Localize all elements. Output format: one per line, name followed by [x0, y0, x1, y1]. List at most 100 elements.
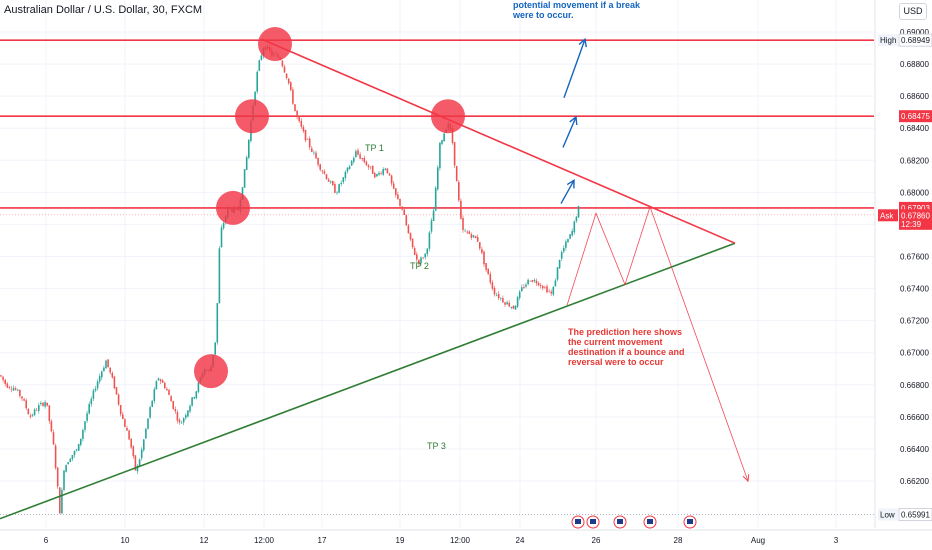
currency-button[interactable]: USD	[899, 3, 927, 20]
candle-body	[512, 305, 515, 309]
blue-arrow-shaft	[562, 116, 577, 148]
x-tick-label: 24	[516, 536, 525, 545]
x-tick-label: 3	[834, 536, 839, 545]
candle-body	[359, 154, 361, 159]
candle-body	[119, 405, 122, 415]
candle-body	[424, 253, 426, 258]
candle-body	[174, 409, 177, 412]
candle-body	[458, 182, 460, 201]
candle-body	[178, 419, 181, 423]
candle-body	[378, 172, 380, 175]
candle-body	[464, 230, 466, 232]
candle-body	[409, 232, 412, 240]
candle-body	[554, 280, 557, 287]
candle-body	[29, 415, 32, 417]
ask-tag-value-box	[899, 209, 932, 222]
candle-body	[340, 182, 342, 185]
candle-body	[416, 254, 418, 260]
candle-body	[157, 378, 160, 381]
candle-body	[285, 73, 288, 79]
candle-body	[439, 142, 441, 169]
circle-marker	[258, 27, 292, 62]
candle-body	[122, 414, 124, 419]
candle-body	[23, 399, 25, 401]
candle-body	[451, 128, 454, 144]
candle-body	[290, 82, 292, 90]
candle-body	[147, 418, 149, 429]
candle-body	[355, 151, 357, 158]
symbol-title: Australian Dollar / U.S. Dollar, 30, FXC…	[4, 4, 203, 16]
candle-body	[510, 306, 513, 308]
candle-body	[92, 390, 95, 399]
candle-body	[558, 259, 561, 269]
red-projection-arrowhead	[742, 474, 750, 483]
candle-body	[483, 251, 485, 265]
price-axis[interactable]: 0.69000 0.68800 0.68600 0.68400 0.68200 0.680…	[874, 0, 929, 528]
candle-body	[472, 235, 475, 237]
candle-body	[33, 409, 36, 415]
candle-body	[420, 257, 422, 264]
x-tick-label: 28	[674, 536, 683, 545]
candle-body	[567, 239, 569, 243]
candle-body	[319, 164, 321, 170]
resistance-trendline	[261, 38, 736, 244]
x-tick-label: 12:00	[450, 536, 471, 545]
y-tick-label: 0.68200	[900, 156, 929, 165]
y-tick-label: 0.68600	[900, 92, 929, 101]
candle-body	[243, 169, 246, 188]
candle-body	[550, 291, 552, 294]
candle-body	[287, 78, 290, 84]
resistance-tag-value-box	[899, 110, 932, 123]
candle-body	[134, 455, 137, 471]
candle-body	[54, 445, 57, 468]
candle-body	[500, 298, 502, 299]
candle-body	[535, 280, 538, 284]
candle-body	[248, 139, 250, 158]
candle-body	[407, 225, 410, 234]
tp3-label: TP 3	[427, 441, 446, 451]
candle-body	[392, 183, 395, 189]
y-tick-label: 0.66200	[900, 477, 929, 486]
candle-body	[386, 168, 389, 174]
candle-body	[430, 220, 433, 232]
candle-body	[527, 279, 529, 285]
time-axis[interactable]: 6 10 12 12:00 17 19 12:00 24 26 28 Aug 3	[0, 529, 932, 545]
candle-body	[313, 152, 315, 154]
event-icons[interactable]	[571, 515, 697, 529]
flag-icon-glyph	[687, 519, 693, 524]
candle-body	[329, 181, 332, 183]
candle-body	[48, 405, 51, 421]
x-tick-label: 26	[592, 536, 601, 545]
flag-icon-glyph	[617, 519, 623, 524]
candle-body	[12, 388, 15, 391]
candle-body	[25, 400, 27, 409]
candle-body	[418, 259, 420, 265]
candle-body	[140, 449, 143, 459]
x-tick-label: 17	[318, 536, 327, 545]
candle-body	[336, 192, 338, 194]
candle-body	[109, 367, 111, 373]
high-tag-value-box	[898, 33, 932, 47]
x-tick-label: Aug	[751, 536, 765, 545]
candle-body	[397, 194, 399, 199]
candle-body	[101, 371, 103, 378]
candle-body	[216, 303, 219, 343]
candle-body	[111, 373, 114, 378]
candle-body	[19, 389, 21, 397]
candle-body	[182, 418, 185, 423]
candle-body	[317, 157, 319, 165]
candle-body	[388, 173, 391, 176]
circle-marker	[235, 99, 269, 134]
candle-body	[315, 152, 317, 159]
candle-body	[537, 282, 540, 286]
candle-body	[556, 267, 559, 280]
y-tick-label: 0.67000	[900, 349, 929, 358]
candle-body	[38, 405, 40, 411]
y-tick-label: 0.66600	[900, 413, 929, 422]
candle-body	[115, 387, 118, 395]
candle-body	[10, 388, 13, 390]
candle-body	[304, 129, 307, 141]
y-tick-label: 0.68800	[900, 60, 929, 69]
candle-body	[300, 120, 303, 127]
